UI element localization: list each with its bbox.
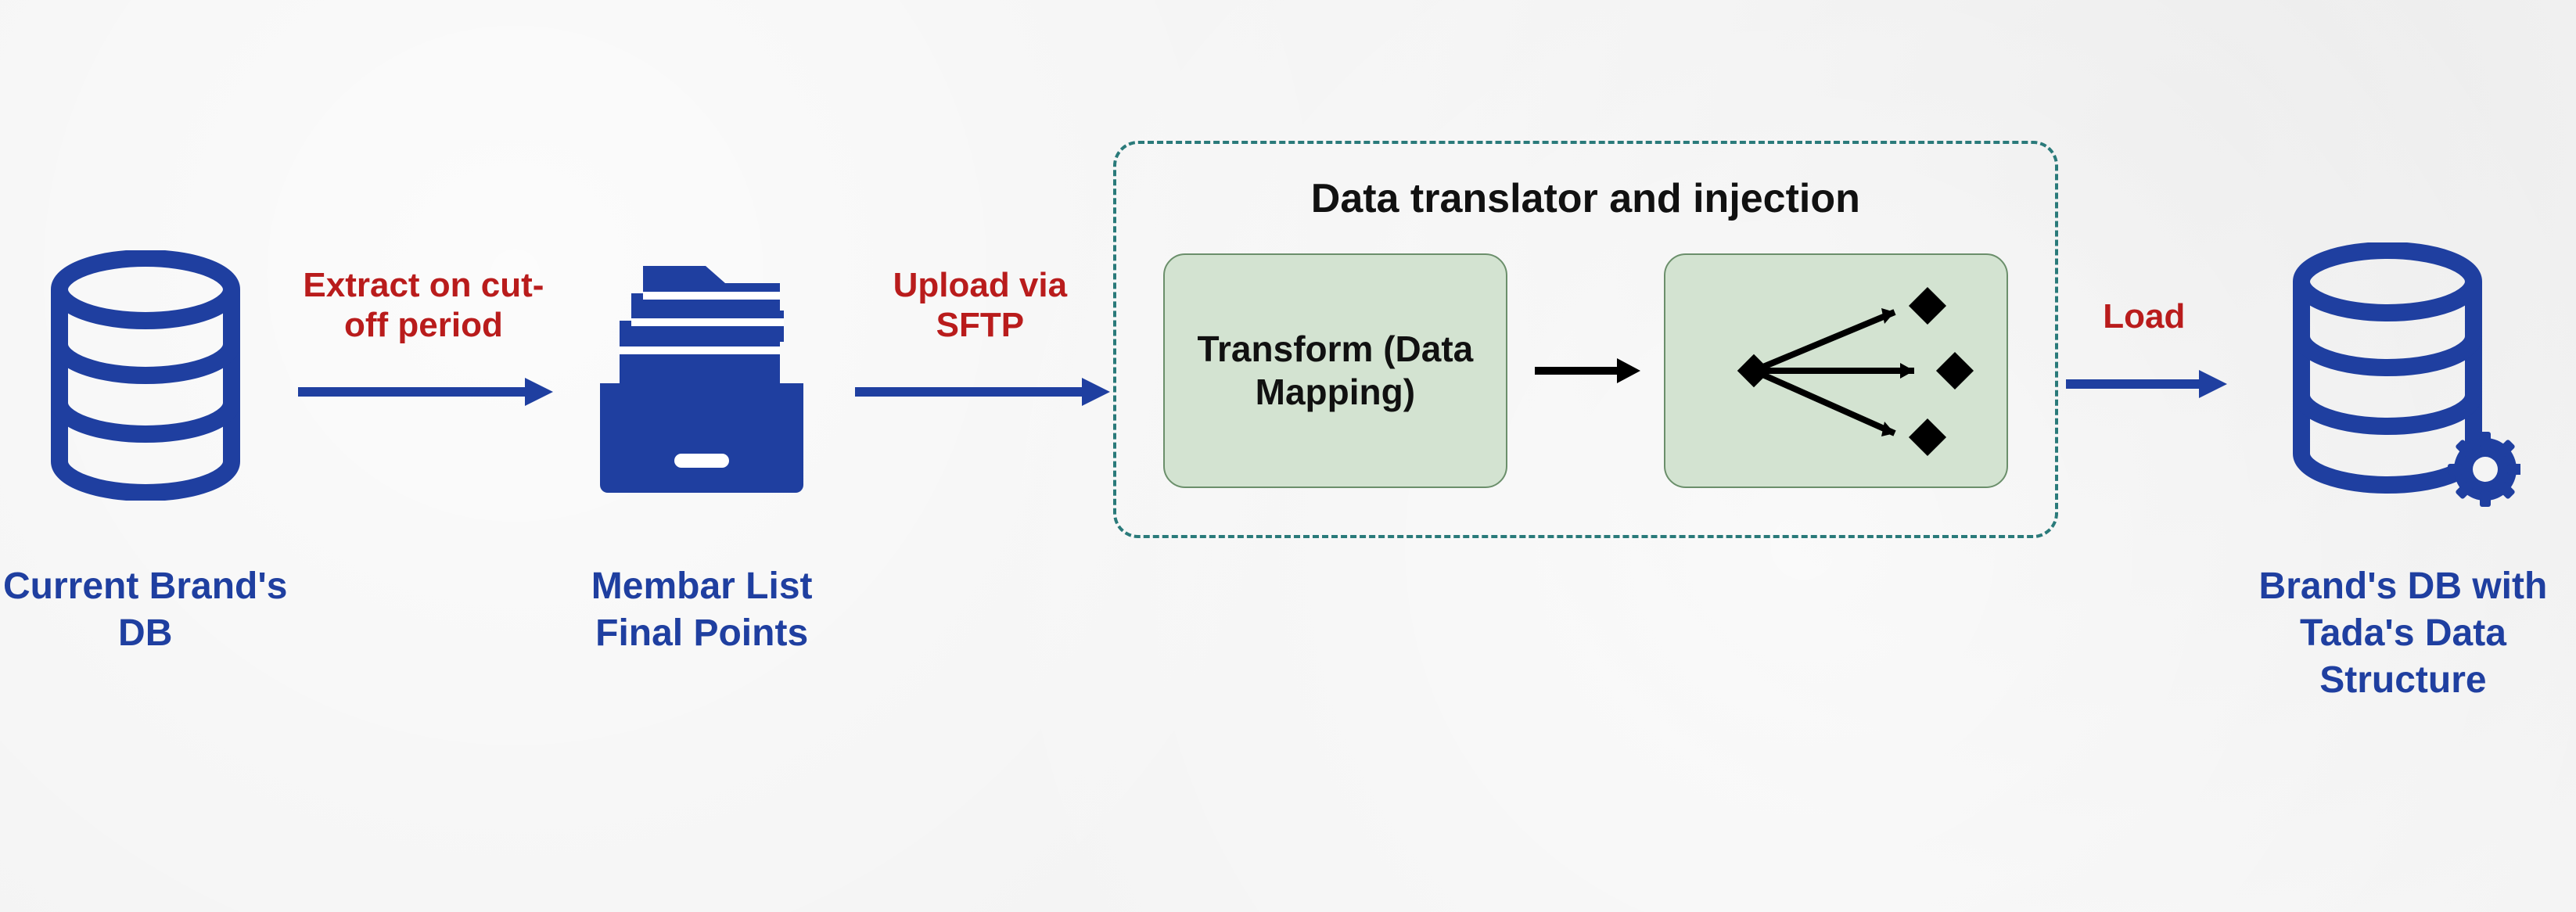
- fanout-box: [1664, 253, 2008, 488]
- file-drawer-icon: [584, 235, 819, 516]
- arrow-label-upload: Upload via SFTP: [847, 266, 1113, 345]
- arrow-upload: Upload via SFTP: [847, 235, 1113, 415]
- database-gear-icon: [2286, 235, 2520, 516]
- etl-flow-diagram: Current Brand's DB Extract on cut-off pe…: [0, 0, 2576, 912]
- caption-member-list: Membar List Final Points: [556, 563, 846, 657]
- arrow-icon: [847, 368, 1113, 415]
- arrow-load: Load: [2058, 235, 2230, 408]
- arrow-icon: [290, 368, 556, 415]
- arrow-label-extract: Extract on cut-off period: [290, 266, 556, 345]
- inner-arrow-icon: [1531, 347, 1640, 394]
- arrow-icon: [2058, 361, 2230, 408]
- caption-source-db: Current Brand's DB: [0, 563, 290, 657]
- flow-row: Current Brand's DB Extract on cut-off pe…: [0, 235, 2576, 704]
- node-source-db: Current Brand's DB: [0, 235, 290, 657]
- translator-title: Data translator and injection: [1311, 175, 1860, 222]
- transform-box-label: Transform (Data Mapping): [1188, 328, 1482, 414]
- node-member-list: Membar List Final Points: [556, 235, 846, 657]
- caption-target-db: Brand's DB with Tada's Data Structure: [2230, 563, 2576, 704]
- database-icon: [44, 235, 247, 516]
- translator-container: Data translator and injection Transform …: [1113, 141, 2058, 538]
- translator-inner-row: Transform (Data Mapping): [1163, 253, 2008, 488]
- node-target-db: Brand's DB with Tada's Data Structure: [2230, 235, 2576, 704]
- arrow-extract: Extract on cut-off period: [290, 235, 556, 415]
- transform-box: Transform (Data Mapping): [1163, 253, 1507, 488]
- arrow-label-load: Load: [2103, 297, 2185, 337]
- fanout-icon: [1680, 269, 1992, 472]
